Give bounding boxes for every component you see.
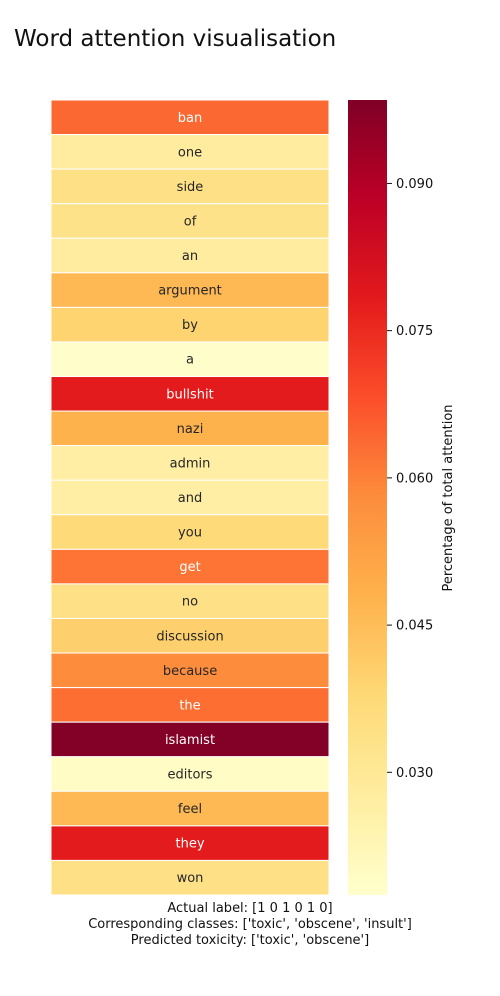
heatmap-cell-feel	[50, 790, 330, 827]
heatmap-cell-side	[50, 168, 330, 205]
heatmap-cell-get	[50, 548, 330, 585]
colorbar-tick-label: 0.090	[396, 177, 433, 192]
colorbar-label: Percentage of total attention	[441, 404, 456, 591]
heatmap-cell-and	[50, 479, 330, 516]
heatmap-cell-won	[50, 859, 330, 896]
cell-label-argument: argument	[158, 284, 222, 299]
cell-label-discussion: discussion	[156, 629, 223, 644]
colorbar-tick-label: 0.060	[396, 471, 433, 486]
cell-label-nazi: nazi	[177, 422, 204, 437]
colorbar-tick-label: 0.075	[396, 324, 433, 339]
heatmap-cell-by	[50, 306, 330, 343]
cell-label-a: a	[186, 353, 194, 368]
actual-label-caption: Actual label: [1 0 1 0 1 0]	[167, 901, 333, 916]
colorbar-tick-label: 0.030	[396, 766, 433, 781]
heatmap-cell-a	[50, 341, 330, 378]
cell-label-side: side	[177, 180, 204, 195]
cell-label-get: get	[179, 560, 200, 575]
heatmap-cell-islamist	[50, 721, 330, 758]
heatmap-cell-because	[50, 652, 330, 689]
cell-label-because: because	[163, 664, 217, 679]
heatmap-cell-bullshit	[50, 376, 330, 412]
predicted-caption: Predicted toxicity: ['toxic', 'obscene']	[130, 933, 370, 948]
cell-label-one: one	[178, 145, 202, 160]
heatmap-cell-one	[50, 134, 330, 170]
cell-label-an: an	[182, 249, 198, 264]
heatmap-cell-nazi	[50, 410, 330, 447]
cell-label-won: won	[177, 871, 204, 886]
heatmap-cell-discussion	[50, 617, 330, 654]
cell-label-bullshit: bullshit	[166, 387, 213, 402]
cell-label-editors: editors	[167, 768, 212, 783]
cell-label-admin: admin	[170, 456, 211, 471]
heatmap-cell-they	[50, 825, 330, 861]
cell-label-and: and	[178, 491, 202, 506]
cell-label-islamist: islamist	[165, 733, 215, 748]
cell-label-ban: ban	[178, 111, 202, 126]
cell-label-you: you	[178, 526, 202, 541]
heatmap-cell-the	[50, 687, 330, 723]
cell-label-of: of	[184, 214, 197, 229]
cell-label-by: by	[182, 318, 198, 333]
heatmap-cell-you	[50, 514, 330, 550]
colorbar-ticks: 0.030 0.045 0.060 0.075 0.090	[387, 177, 433, 781]
heatmap-cells: ban one side of an argument by a bullshit nazi adm…	[50, 99, 330, 896]
heatmap-cell-no	[50, 583, 330, 619]
cell-label-the: the	[179, 698, 200, 713]
colorbar	[348, 100, 387, 895]
heatmap-cell-ban	[50, 99, 330, 136]
chart-title: Word attention visualisation	[14, 26, 337, 52]
colorbar-tick-label: 0.045	[396, 619, 433, 634]
classes-caption: Corresponding classes: ['toxic', 'obscen…	[88, 917, 412, 932]
cell-label-no: no	[182, 595, 198, 610]
cell-label-feel: feel	[178, 802, 202, 817]
heatmap-cell-editors	[50, 756, 330, 792]
cell-label-they: they	[175, 837, 204, 852]
